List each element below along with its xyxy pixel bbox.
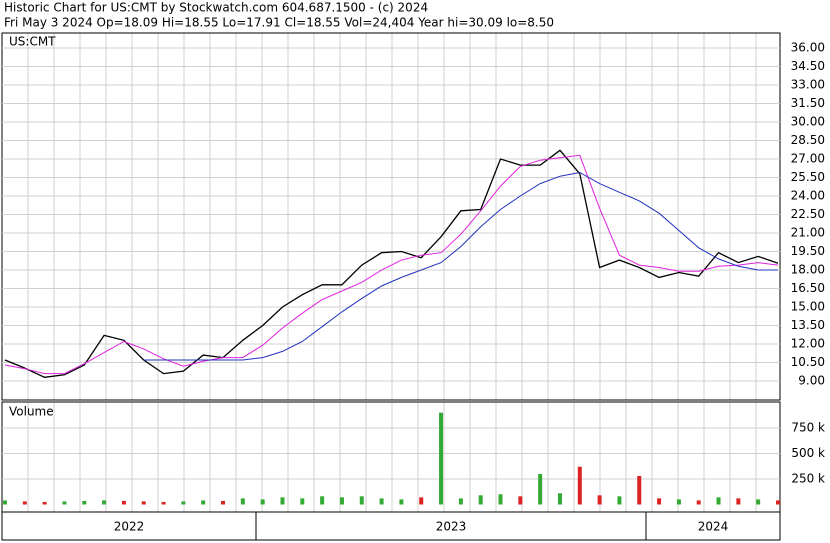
- price-panel: [1, 32, 781, 401]
- volume-tick-label: 250 k: [791, 471, 825, 485]
- volume-bar: [478, 495, 483, 505]
- volume-bar: [736, 498, 741, 505]
- volume-bar: [102, 500, 107, 505]
- volume-bar: [518, 496, 523, 505]
- y-tick-label: 28.50: [791, 133, 825, 147]
- volume-bar: [141, 501, 146, 505]
- volume-bar: [201, 500, 206, 505]
- volume-bar: [161, 501, 166, 505]
- y-tick-label: 16.50: [791, 281, 825, 295]
- volume-tick-label: 500 k: [791, 446, 825, 460]
- x-axis-label: 2024: [698, 520, 729, 534]
- moving-average: [143, 171, 778, 361]
- volume-bar: [657, 498, 662, 505]
- volume-bar: [300, 498, 305, 505]
- x-axis-label: 2023: [436, 520, 467, 534]
- volume-bar: [538, 473, 543, 505]
- volume-bar: [359, 496, 364, 505]
- x-axis-label: 2022: [114, 520, 145, 534]
- y-tick-label: 33.00: [791, 77, 825, 91]
- y-tick-label: 12.00: [791, 336, 825, 350]
- volume-bar: [62, 501, 67, 505]
- volume-bar: [458, 498, 463, 505]
- volume-bar: [379, 498, 384, 505]
- volume-bar: [399, 499, 404, 505]
- y-tick-label: 30.00: [791, 114, 825, 128]
- volume-bar: [419, 497, 424, 505]
- chart-subtitle: Fri May 3 2024 Op=18.09 Hi=18.55 Lo=17.9…: [4, 16, 554, 30]
- volume-bar: [439, 412, 444, 505]
- volume-bar: [756, 499, 761, 505]
- volume-bar: [776, 500, 780, 505]
- volume-bar: [498, 494, 503, 505]
- volume-bar: [3, 500, 7, 505]
- y-tick-label: 13.50: [791, 318, 825, 332]
- volume-label: Volume: [9, 405, 54, 419]
- volume-panel: [1, 401, 781, 513]
- volume-bar: [320, 496, 325, 505]
- y-tick-label: 34.50: [791, 59, 825, 73]
- volume-bar: [577, 466, 582, 505]
- y-tick-label: 31.50: [791, 96, 825, 110]
- volume-bar: [22, 501, 27, 505]
- volume-bar: [676, 499, 681, 505]
- y-tick-label: 22.50: [791, 207, 825, 221]
- y-tick-label: 19.50: [791, 244, 825, 258]
- volume-bar: [716, 497, 721, 505]
- time-axis: [1, 511, 781, 541]
- volume-bar: [597, 495, 602, 505]
- y-tick-label: 10.50: [791, 355, 825, 369]
- volume-bar: [240, 498, 245, 505]
- price-line: [4, 149, 779, 378]
- volume-bar: [82, 500, 87, 505]
- y-tick-label: 24.00: [791, 188, 825, 202]
- moving-average: [4, 154, 779, 375]
- volume-bar: [339, 497, 344, 505]
- y-tick-label: 36.00: [791, 40, 825, 54]
- volume-bar: [42, 501, 47, 505]
- volume-bar: [280, 497, 285, 505]
- y-tick-label: 25.50: [791, 170, 825, 184]
- volume-bar: [221, 500, 226, 505]
- y-tick-label: 18.00: [791, 262, 825, 276]
- symbol-label: US:CMT: [9, 35, 56, 49]
- volume-bar: [260, 499, 265, 505]
- volume-bar: [637, 475, 642, 505]
- y-tick-label: 9.00: [798, 374, 825, 388]
- vertical-grid: [27, 33, 757, 512]
- volume-bar: [181, 501, 186, 505]
- volume-bar: [617, 496, 622, 505]
- y-tick-label: 21.00: [791, 225, 825, 239]
- chart-title: Historic Chart for US:CMT by Stockwatch.…: [4, 1, 428, 15]
- volume-tick-label: 750 k: [791, 420, 825, 434]
- y-tick-label: 15.00: [791, 299, 825, 313]
- volume-bar: [121, 500, 126, 505]
- y-tick-label: 27.00: [791, 151, 825, 165]
- volume-bar: [696, 500, 701, 505]
- volume-bar: [557, 493, 562, 505]
